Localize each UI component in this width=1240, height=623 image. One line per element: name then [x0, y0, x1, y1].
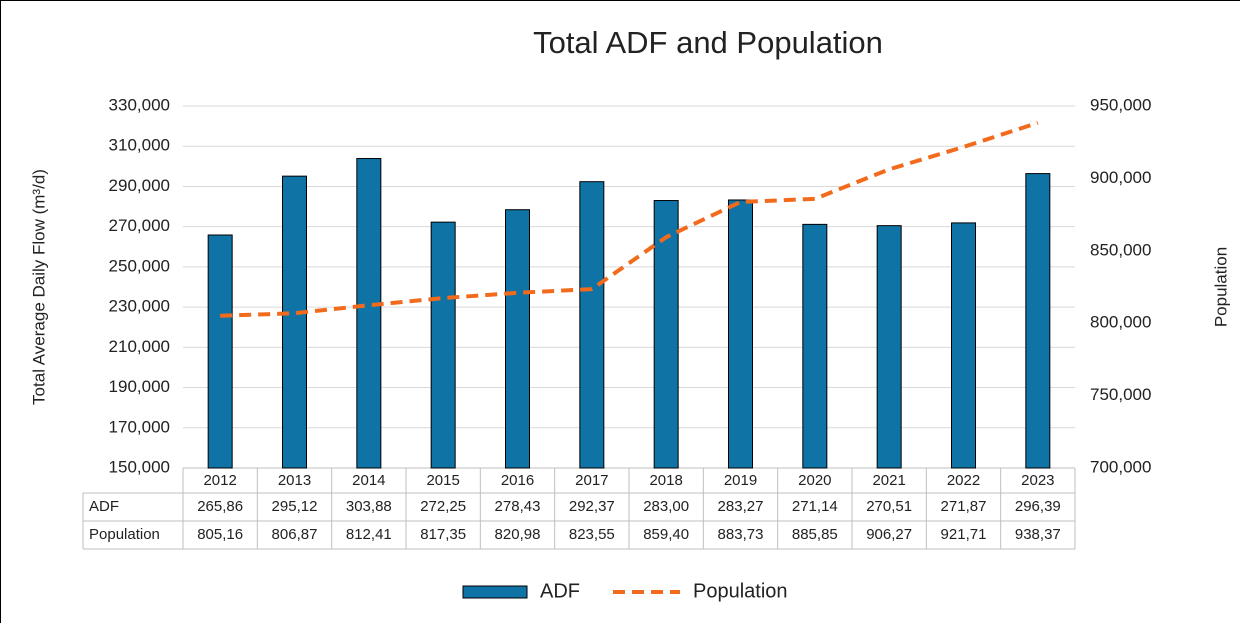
table-cell: 296,39: [1015, 498, 1061, 515]
bar: [876, 225, 902, 469]
table-cell: 806,87: [272, 526, 318, 543]
y2-tick-label: 750,000: [1090, 385, 1151, 404]
table-cell: 283,27: [718, 498, 764, 515]
table-cell: 283,00: [643, 498, 689, 515]
y-tick-label: 170,000: [109, 417, 170, 436]
table-cell: 272,25: [420, 498, 466, 515]
x-tick-label: 2017: [575, 472, 608, 489]
table-row-label: Population: [89, 526, 160, 543]
y-tick-label: 190,000: [109, 377, 170, 396]
legend-swatch: [462, 585, 528, 599]
table-cell: 921,71: [941, 526, 987, 543]
legend-label: ADF: [540, 580, 580, 602]
y2-tick-label: 800,000: [1090, 313, 1151, 332]
table-cell: 805,16: [197, 526, 243, 543]
bar: [653, 200, 679, 469]
bar: [802, 223, 828, 469]
chart-title: Total ADF and Population: [533, 25, 883, 60]
bar: [728, 199, 753, 469]
table-cell: 859,40: [643, 526, 689, 543]
table-cell: 270,51: [866, 498, 912, 515]
bar: [356, 158, 382, 469]
table-cell: 812,41: [346, 526, 392, 543]
x-tick-label: 2014: [352, 472, 385, 489]
bar: [207, 234, 233, 469]
y-tick-label: 330,000: [109, 95, 170, 114]
y-tick-label: 230,000: [109, 297, 170, 316]
table-cell: 820,98: [495, 526, 541, 543]
table-cell: 906,27: [866, 526, 912, 543]
table-cell: 292,37: [569, 498, 615, 515]
table-cell: 885,85: [792, 526, 838, 543]
y2-tick-label: 950,000: [1090, 95, 1151, 114]
bar: [505, 209, 530, 469]
table-cell: 823,55: [569, 526, 615, 543]
table-cell: 883,73: [718, 526, 764, 543]
x-tick-label: 2015: [426, 472, 459, 489]
x-tick-label: 2019: [724, 472, 757, 489]
x-tick-label: 2016: [501, 472, 534, 489]
y-tick-label: 270,000: [109, 216, 170, 235]
table-cell: 938,37: [1015, 526, 1061, 543]
table-cell: 271,14: [792, 498, 838, 515]
bar: [430, 221, 456, 469]
x-tick-label: 2012: [203, 472, 236, 489]
y2-tick-label: 900,000: [1090, 168, 1151, 187]
y2-tick-label: 850,000: [1090, 240, 1151, 259]
x-tick-label: 2013: [278, 472, 311, 489]
table-cell: 303,88: [346, 498, 392, 515]
table-cell: 817,35: [420, 526, 466, 543]
table-cell: 271,87: [941, 498, 987, 515]
table-cell: 265,86: [197, 498, 243, 515]
line: [220, 120, 1039, 318]
table-cell: 295,12: [272, 498, 318, 515]
y-tick-label: 150,000: [109, 457, 170, 476]
x-tick-label: 2023: [1021, 472, 1054, 489]
y-tick-label: 290,000: [109, 176, 170, 195]
bar: [951, 222, 976, 469]
bar: [1025, 173, 1051, 469]
bar: [579, 181, 605, 469]
y-axis-label: Total Average Daily Flow (m³/d): [29, 169, 48, 405]
y2-axis-label: Population: [1211, 247, 1230, 327]
x-tick-label: 2018: [649, 472, 682, 489]
x-tick-label: 2021: [872, 472, 905, 489]
y2-tick-label: 700,000: [1090, 457, 1151, 476]
y-tick-label: 250,000: [109, 256, 170, 275]
bar: [282, 175, 307, 469]
x-tick-label: 2020: [798, 472, 831, 489]
table-row-label: ADF: [89, 498, 119, 515]
y-tick-label: 310,000: [109, 136, 170, 155]
y-tick-label: 210,000: [109, 337, 170, 356]
legend-label: Population: [693, 580, 788, 602]
x-tick-label: 2022: [947, 472, 980, 489]
table-cell: 278,43: [495, 498, 541, 515]
